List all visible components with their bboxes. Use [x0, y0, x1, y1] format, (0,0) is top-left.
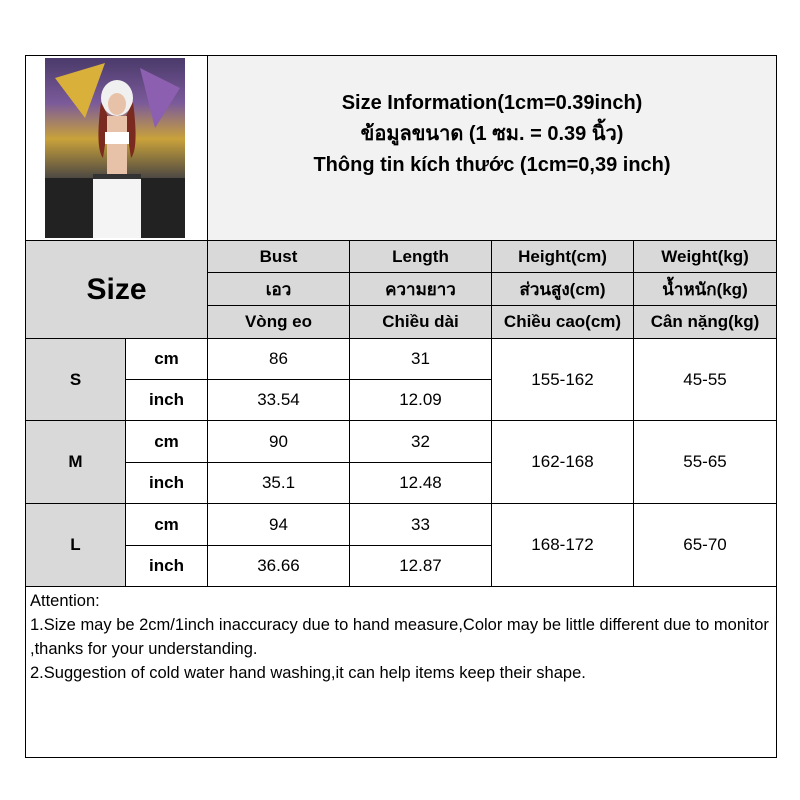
- table-row: inch 35.1 12.48: [26, 462, 777, 504]
- length-cm: 32: [349, 420, 492, 463]
- unit-cm: cm: [125, 503, 208, 546]
- weight-range: 55-65: [632, 420, 778, 504]
- unit-inch: inch: [125, 379, 208, 421]
- col-weight-en: Weight(kg): [632, 240, 778, 273]
- bust-cm: 94: [207, 503, 350, 546]
- unit-inch: inch: [125, 462, 208, 504]
- weight-range: 65-70: [632, 503, 778, 587]
- table-row: S cm 86 31 155-162 45-55: [25, 338, 778, 421]
- product-photo: [45, 58, 185, 238]
- length-inch: 12.09: [349, 379, 492, 421]
- attention-note-1: 1.Size may be 2cm/1inch inaccuracy due t…: [30, 616, 769, 658]
- table-row: inch 36.66 12.87: [26, 545, 777, 587]
- attention-notes: Attention: 1.Size may be 2cm/1inch inacc…: [24, 586, 778, 758]
- length-inch: 12.48: [349, 462, 492, 504]
- unit-inch: inch: [125, 545, 208, 587]
- col-height-th: ส่วนสูง(cm): [491, 272, 634, 306]
- title-cell: Size Information(1cm=0.39inch) ข้อมูลขนา…: [206, 55, 778, 241]
- title-english: Size Information(1cm=0.39inch): [341, 91, 643, 114]
- title-thai: ข้อมูลขนาด (1 ซม. = 0.39 นิ้ว): [360, 122, 624, 145]
- col-weight-th: น้ำหนัก(kg): [632, 272, 778, 306]
- attention-title: Attention:: [30, 592, 100, 610]
- col-bust-en: Bust: [207, 240, 350, 273]
- size-chart-table: Size Information(1cm=0.39inch) ข้อมูลขนา…: [24, 55, 778, 758]
- bust-inch: 36.66: [207, 545, 350, 587]
- product-photo-cell: [25, 55, 208, 241]
- bust-inch: 33.54: [207, 379, 350, 421]
- col-length-vi: Chiều dài: [349, 305, 492, 339]
- weight-range: 45-55: [632, 338, 778, 421]
- attention-note-2: 2.Suggestion of cold water hand washing,…: [30, 664, 586, 682]
- col-height-en: Height(cm): [491, 240, 634, 273]
- bust-cm: 90: [207, 420, 350, 463]
- bust-inch: 35.1: [207, 462, 350, 504]
- table-row: M cm 90 32 162-168 55-65: [25, 420, 778, 504]
- title-vietnamese: Thông tin kích thước (1cm=0,39 inch): [313, 153, 671, 176]
- col-bust-vi: Vòng eo: [207, 305, 350, 339]
- col-bust-th: เอว: [207, 272, 350, 306]
- size-m: M: [25, 420, 126, 504]
- table-row: L cm 94 33 168-172 65-70: [25, 503, 778, 587]
- size-l: L: [25, 503, 126, 587]
- height-range: 155-162: [491, 338, 634, 421]
- unit-cm: cm: [125, 420, 208, 463]
- bust-cm: 86: [207, 338, 350, 380]
- length-inch: 12.87: [349, 545, 492, 587]
- size-s: S: [25, 338, 126, 421]
- size-header: Size: [25, 240, 208, 339]
- col-length-en: Length: [349, 240, 492, 273]
- height-range: 162-168: [491, 420, 634, 504]
- col-weight-vi: Cân nặng(kg): [632, 305, 778, 339]
- unit-cm: cm: [125, 338, 208, 380]
- col-length-th: ความยาว: [349, 272, 492, 306]
- height-range: 168-172: [491, 503, 634, 587]
- length-cm: 33: [349, 503, 492, 546]
- col-height-vi: Chiều cao(cm): [491, 305, 634, 339]
- length-cm: 31: [349, 338, 492, 380]
